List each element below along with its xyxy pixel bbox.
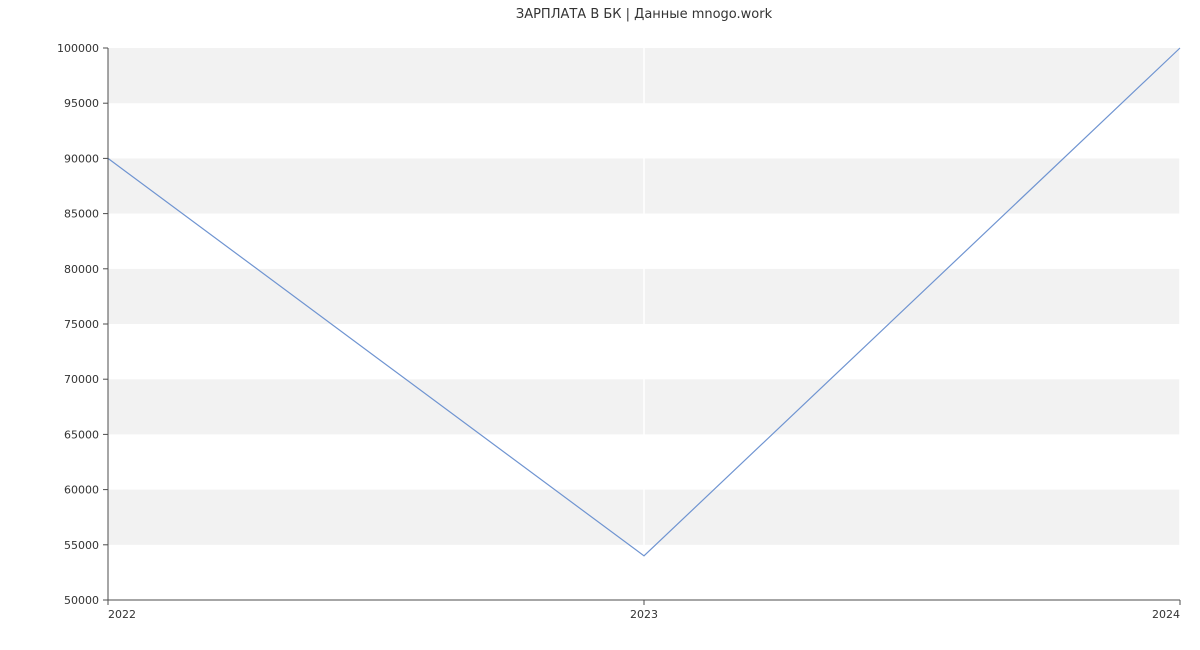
- x-tick-label: 2023: [630, 608, 658, 621]
- y-tick-label: 75000: [64, 318, 99, 331]
- x-tick-label: 2024: [1152, 608, 1180, 621]
- y-tick-label: 100000: [57, 42, 99, 55]
- y-tick-label: 95000: [64, 97, 99, 110]
- y-tick-label: 90000: [64, 152, 99, 165]
- x-tick-label: 2022: [108, 608, 136, 621]
- chart-container: ЗАРПЛАТА В БК | Данные mnogo.work 50000 55…: [0, 0, 1200, 650]
- y-tick-label: 60000: [64, 484, 99, 497]
- line-chart: ЗАРПЛАТА В БК | Данные mnogo.work 50000 55…: [0, 0, 1200, 650]
- y-tick-label: 70000: [64, 373, 99, 386]
- y-tick-label: 50000: [64, 594, 99, 607]
- y-tick-label: 80000: [64, 263, 99, 276]
- y-tick-label: 55000: [64, 539, 99, 552]
- chart-title: ЗАРПЛАТА В БК | Данные mnogo.work: [516, 7, 773, 22]
- y-tick-label: 65000: [64, 428, 99, 441]
- y-tick-label: 85000: [64, 208, 99, 221]
